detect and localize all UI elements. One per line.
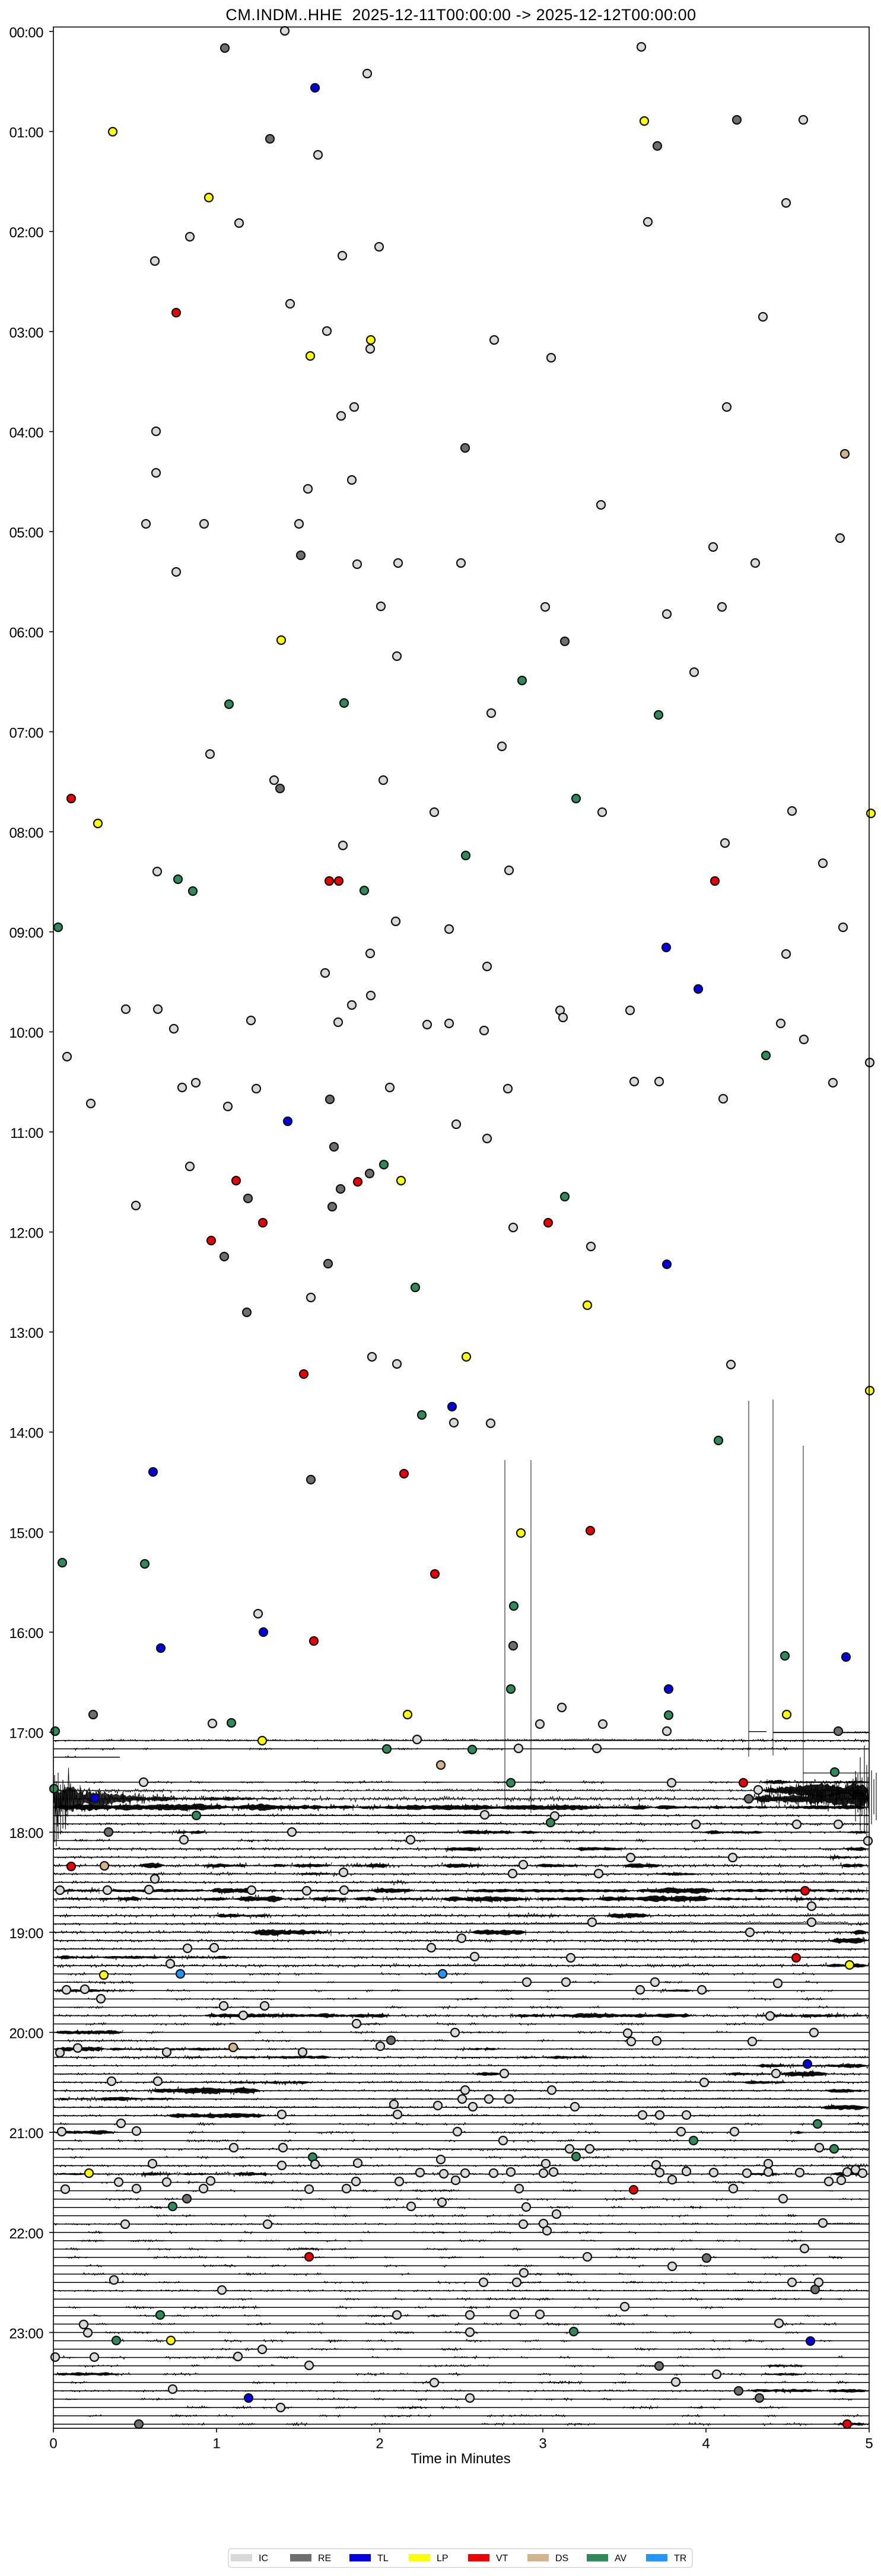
svg-text:VT: VT <box>496 2553 508 2564</box>
svg-text:05:00: 05:00 <box>9 525 43 541</box>
svg-text:13:00: 13:00 <box>9 1325 43 1341</box>
svg-text:20:00: 20:00 <box>9 2026 43 2042</box>
svg-text:15:00: 15:00 <box>9 1525 43 1541</box>
svg-text:09:00: 09:00 <box>9 926 43 942</box>
svg-text:04:00: 04:00 <box>9 425 43 441</box>
svg-text:19:00: 19:00 <box>9 1926 43 1942</box>
svg-text:17:00: 17:00 <box>9 1726 43 1742</box>
svg-text:TL: TL <box>377 2553 389 2564</box>
svg-text:3: 3 <box>539 2436 546 2452</box>
svg-text:00:00: 00:00 <box>9 25 43 41</box>
svg-text:14:00: 14:00 <box>9 1426 43 1442</box>
svg-text:21:00: 21:00 <box>9 2126 43 2142</box>
svg-text:AV: AV <box>615 2553 626 2564</box>
svg-text:4: 4 <box>702 2436 710 2452</box>
svg-text:02:00: 02:00 <box>9 225 43 241</box>
svg-text:22:00: 22:00 <box>9 2226 43 2242</box>
svg-text:DS: DS <box>555 2553 568 2564</box>
svg-text:12:00: 12:00 <box>9 1226 43 1242</box>
svg-text:23:00: 23:00 <box>9 2326 43 2342</box>
svg-text:IC: IC <box>259 2553 268 2564</box>
svg-text:Time in Minutes: Time in Minutes <box>411 2451 511 2467</box>
svg-text:0: 0 <box>49 2436 57 2452</box>
svg-text:5: 5 <box>865 2436 873 2452</box>
svg-text:1: 1 <box>212 2436 220 2452</box>
svg-text:TR: TR <box>674 2553 686 2564</box>
svg-text:10:00: 10:00 <box>9 1025 43 1041</box>
svg-text:18:00: 18:00 <box>9 1826 43 1842</box>
svg-text:06:00: 06:00 <box>9 625 43 641</box>
svg-text:CM.INDM..HHE 2025-12-11T00:00: CM.INDM..HHE 2025-12-11T00:00:00 -> 2025… <box>225 6 696 24</box>
svg-text:11:00: 11:00 <box>10 1125 43 1141</box>
svg-text:01:00: 01:00 <box>9 125 43 141</box>
svg-text:2: 2 <box>376 2436 383 2452</box>
svg-text:08:00: 08:00 <box>9 825 43 841</box>
svg-text:07:00: 07:00 <box>9 725 43 741</box>
svg-text:03:00: 03:00 <box>9 325 43 341</box>
svg-text:LP: LP <box>437 2553 449 2564</box>
svg-text:16:00: 16:00 <box>9 1626 43 1642</box>
svg-text:RE: RE <box>318 2553 331 2564</box>
